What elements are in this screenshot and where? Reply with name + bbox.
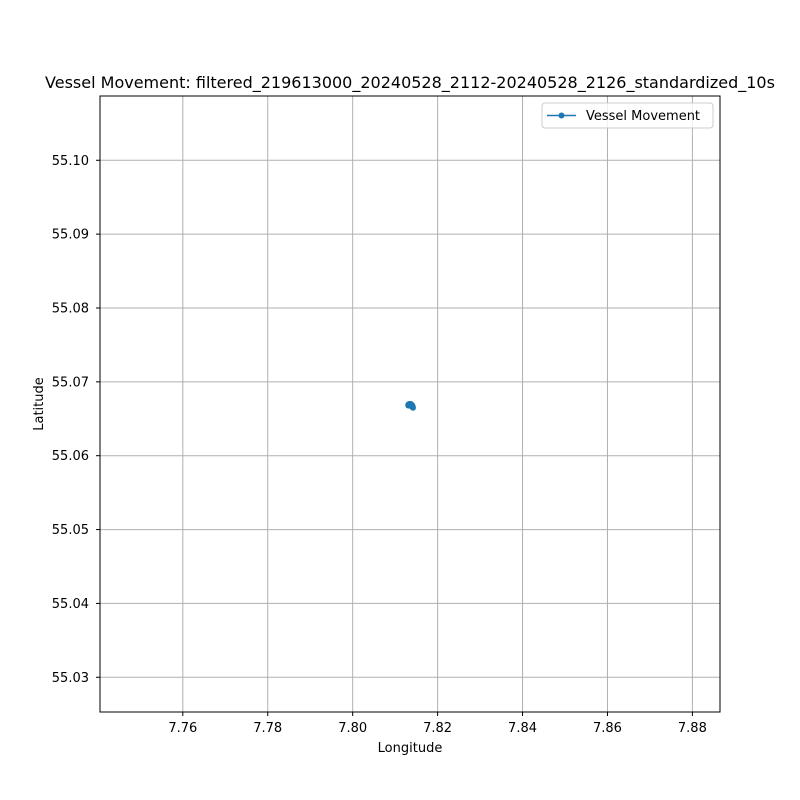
y-tick-label: 55.07: [52, 375, 89, 390]
legend: Vessel Movement: [541, 102, 714, 129]
y-tick-label: 55.03: [52, 671, 89, 686]
legend-entry-vessel-movement: Vessel Movement: [586, 109, 700, 124]
x-tick-label: 7.88: [678, 721, 707, 736]
legend-box: [541, 102, 714, 129]
y-axis-label: Latitude: [32, 377, 47, 431]
y-tick-label: 55.10: [52, 154, 89, 169]
y-tick-label: 55.04: [52, 597, 89, 612]
x-tick-label: 7.78: [253, 721, 282, 736]
x-tick-label: 7.76: [168, 721, 197, 736]
x-tick-label: 7.84: [508, 721, 537, 736]
grid: [100, 96, 720, 712]
x-tick-label: 7.86: [593, 721, 622, 736]
y-tick-label: 55.06: [52, 449, 89, 464]
series-layer: [405, 401, 416, 411]
x-tick-label: 7.82: [423, 721, 452, 736]
axis-ticks: 7.76 7.78 7.80 7.82 7.84 7.86 7.88 55.03 55.04 55…: [52, 154, 707, 736]
data-point: [408, 403, 415, 410]
chart-title: Vessel Movement: filtered_219613000_2024…: [45, 73, 775, 93]
x-axis-label: Longitude: [378, 741, 443, 756]
y-tick-label: 55.05: [52, 523, 89, 538]
y-tick-label: 55.08: [52, 301, 89, 316]
legend-point-marker: [558, 112, 565, 119]
plot-frame: [99, 95, 721, 713]
x-tick-label: 7.80: [338, 721, 367, 736]
y-tick-label: 55.09: [52, 228, 89, 243]
